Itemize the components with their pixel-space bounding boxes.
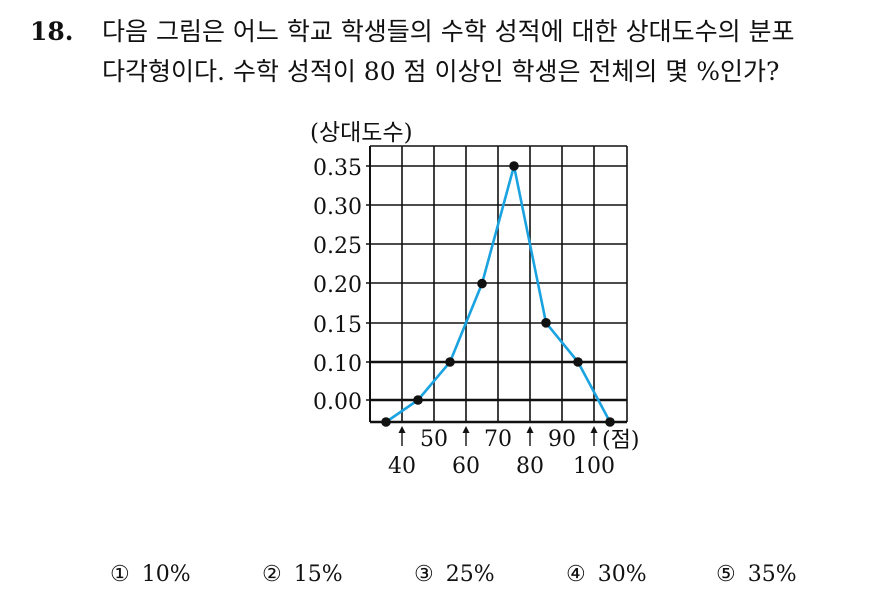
data-point [477, 278, 487, 289]
data-point [509, 161, 519, 171]
answer-choice-4[interactable]: ④ 30% [566, 562, 647, 587]
data-point [541, 318, 551, 328]
relative-frequency-polygon-chart: (상대도수) (점) 0.00 0.10 0.15 0.20 0.25 0.30 0.35 4… [310, 120, 639, 479]
question-text-line-1: 다음 그림은 어느 학교 학생들의 수학 성적에 대한 상대도수의 분포 [102, 17, 795, 46]
x-tick-label: 100 [573, 454, 615, 479]
answer-choices: ① 10% ② 15% ③ 25% ④ 30% ⑤ 35% [0, 562, 884, 592]
choice-text: 10% [141, 562, 191, 587]
choice-marker: ③ [414, 562, 434, 587]
answer-choice-2[interactable]: ② 15% [262, 562, 343, 587]
choice-marker: ⑤ [716, 562, 736, 587]
x-axis-label: (점) [602, 428, 639, 453]
answer-choice-5[interactable]: ⑤ 35% [716, 562, 797, 587]
y-tick-label: 0.20 [313, 273, 362, 298]
chart-labels: (상대도수) (점) 0.00 0.10 0.15 0.20 0.25 0.30 0.35 4… [310, 120, 639, 479]
y-tick-label: 0.00 [313, 390, 362, 415]
y-tick-label: 0.15 [313, 313, 362, 338]
choice-text: 25% [445, 562, 495, 587]
y-tick-label: 0.10 [313, 352, 362, 377]
x-tick-label: 40 [388, 454, 416, 479]
y-tick-label: 0.30 [313, 195, 362, 220]
choice-text: 15% [293, 562, 343, 587]
answer-choice-3[interactable]: ③ 25% [414, 562, 495, 587]
choice-marker: ④ [566, 562, 586, 587]
x-tick-label: 50 [420, 427, 448, 452]
data-point [381, 417, 391, 427]
x-tick-label: 60 [452, 454, 480, 479]
answer-choice-1[interactable]: ① 10% [110, 562, 191, 587]
question-number: 18. [30, 17, 74, 46]
data-point [573, 357, 583, 367]
choice-marker: ① [110, 562, 130, 587]
x-tick-arrowhead [462, 426, 470, 433]
choice-text: 35% [747, 562, 797, 587]
choice-text: 30% [597, 562, 647, 587]
data-point [413, 395, 423, 405]
x-tick-label: 70 [484, 427, 512, 452]
chart-grid [369, 145, 628, 422]
choice-marker: ② [262, 562, 282, 587]
x-tick-label: 80 [516, 454, 544, 479]
data-point [605, 417, 615, 427]
y-axis-label: (상대도수) [310, 120, 413, 146]
x-tick-label: 90 [548, 427, 576, 452]
chart-axes [366, 165, 627, 446]
y-tick-label: 0.35 [313, 156, 362, 181]
question-text-line-2: 다각형이다. 수학 성적이 80 점 이상인 학생은 전체의 몇 %인가? [102, 57, 780, 86]
x-tick-arrowhead [590, 426, 598, 433]
y-tick-label: 0.25 [313, 234, 362, 259]
chart-series [381, 161, 615, 427]
x-tick-arrowhead [398, 426, 406, 433]
frequency-polygon-line [385, 164, 612, 424]
data-point [445, 357, 455, 367]
x-tick-arrowhead [526, 426, 534, 433]
